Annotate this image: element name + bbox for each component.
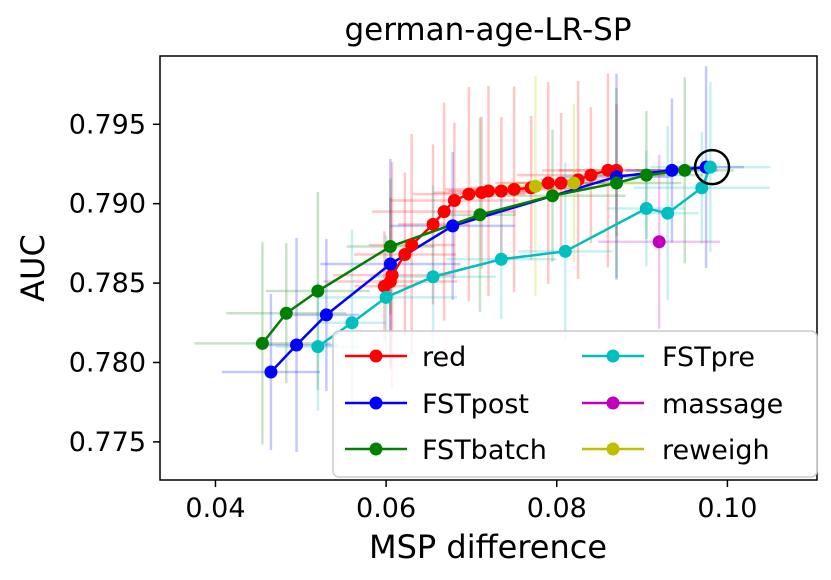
legend-label-massage: massage (662, 389, 783, 420)
chart-title: german-age-LR-SP (344, 12, 631, 48)
x-axis-ticks: 0.04 0.06 0.08 0.10 (185, 480, 757, 524)
legend-box (332, 330, 818, 478)
data-point-fstpre (311, 340, 325, 354)
x-axis-label: MSP difference (369, 528, 607, 566)
data-point-fstpost (290, 338, 304, 352)
legend-marker-fstpre (606, 349, 620, 363)
legend-label-fstbatch: FSTbatch (422, 435, 547, 466)
data-point-fstbatch (255, 336, 269, 350)
x-tick-label: 0.06 (356, 493, 416, 524)
data-point-fstpost (319, 308, 333, 322)
data-point-fstbatch (311, 284, 325, 298)
data-point-red (447, 194, 461, 208)
legend-label-red: red (422, 342, 466, 373)
data-point-red (554, 176, 568, 190)
data-point-red (507, 182, 521, 196)
data-point-fstpre (639, 201, 653, 215)
data-point-fstpost (264, 365, 278, 379)
y-tick-label: 0.795 (69, 109, 146, 140)
y-tick-label: 0.775 (69, 427, 146, 458)
data-point-red (437, 205, 451, 219)
highlight-circle-marker (693, 148, 731, 186)
data-point-reweigh (567, 176, 581, 190)
data-point-red (482, 184, 495, 198)
series-line-fstpre (317, 166, 712, 348)
legend-marker-fstbatch (369, 442, 383, 456)
data-point-red (584, 168, 598, 182)
data-point-fstpre (379, 290, 393, 304)
y-tick-label: 0.780 (69, 347, 146, 378)
data-point-fstbatch (609, 176, 623, 190)
data-point-red (541, 176, 555, 190)
legend: red FSTpost FSTbatch FSTpre massage reweigh (332, 330, 818, 478)
data-point-massage (652, 235, 666, 249)
data-point-fstbatch (383, 240, 397, 254)
legend-label-reweigh: reweigh (662, 435, 770, 466)
y-axis-ticks: 0.775 0.780 0.785 0.790 0.795 (69, 109, 160, 458)
legend-marker-reweigh (606, 442, 620, 456)
data-point-fstbatch (545, 189, 559, 203)
y-tick-label: 0.785 (69, 268, 146, 299)
x-tick-label: 0.04 (185, 493, 245, 524)
legend-label-fstpost: FSTpost (422, 389, 529, 420)
legend-marker-red (369, 349, 383, 363)
data-point-fstpre (661, 206, 675, 220)
legend-marker-massage (606, 396, 620, 410)
data-point-red (398, 248, 412, 262)
data-point-red (385, 268, 399, 282)
data-point-fstpre (494, 252, 508, 266)
x-tick-label: 0.08 (527, 493, 587, 524)
data-point-fstpre (703, 160, 717, 174)
data-point-red (405, 238, 419, 252)
data-point-fstpre (558, 244, 572, 258)
data-point-fstbatch (639, 168, 653, 182)
data-point-fstpost (665, 163, 679, 177)
data-point-reweigh (528, 179, 542, 193)
y-tick-label: 0.790 (69, 189, 146, 220)
data-point-fstpre (345, 316, 359, 330)
plot-frame (159, 55, 818, 481)
series-points (255, 160, 717, 379)
data-point-fstpre (695, 181, 709, 195)
data-point-red (462, 187, 476, 201)
data-point-fstbatch (473, 208, 487, 222)
data-point-red (426, 217, 440, 231)
data-point-fstpost (383, 257, 397, 271)
data-point-red (494, 184, 508, 198)
legend-marker-fstpost (369, 396, 383, 410)
data-point-fstbatch (279, 306, 293, 320)
x-tick-label: 0.10 (697, 493, 757, 524)
series-line-fstpost (270, 165, 707, 373)
legend-label-fstpre: FSTpre (662, 342, 755, 373)
y-axis-label: AUC (14, 234, 52, 302)
data-point-fstbatch (678, 163, 692, 177)
data-point-fstpost (446, 219, 460, 233)
data-point-fstpre (426, 270, 440, 284)
